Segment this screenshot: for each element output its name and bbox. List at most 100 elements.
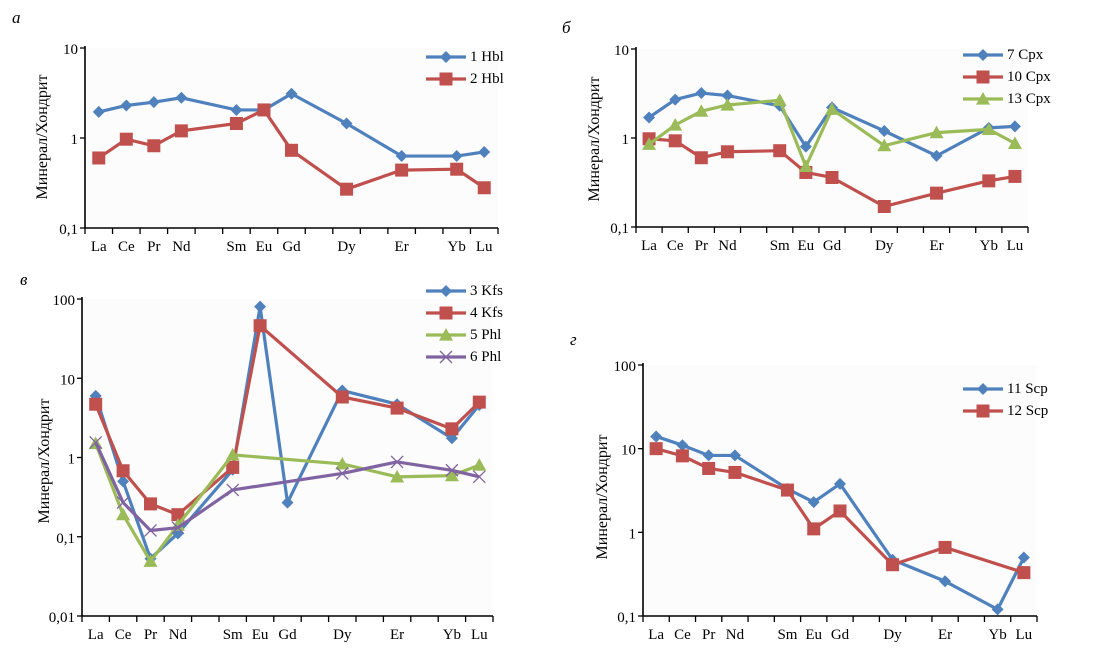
data-point: [257, 103, 271, 117]
data-point: [780, 483, 794, 497]
data-point: [982, 174, 996, 188]
x-tick-label: Dy: [875, 238, 894, 254]
x-tick-label: Nd: [169, 627, 188, 643]
data-point: [877, 199, 891, 213]
legend-label: 13 Cpx: [1007, 90, 1051, 107]
data-point: [225, 447, 240, 461]
y-tick-label: 100: [53, 293, 76, 309]
legend-marker-icon: [977, 383, 989, 395]
data-point: [171, 527, 184, 540]
data-point: [650, 430, 663, 443]
data-point: [825, 170, 839, 184]
data-point: [728, 465, 742, 479]
data-point: [799, 140, 812, 153]
x-tick-label: Gd: [282, 239, 301, 255]
legend-label: 5 Phl: [470, 326, 502, 343]
data-point: [472, 470, 486, 484]
legend-swatch-icon: [426, 350, 466, 364]
legend-label: 1 Hbl: [470, 48, 504, 65]
x-tick-label: La: [91, 239, 107, 255]
data-point: [340, 182, 354, 196]
x-tick-label: Gd: [831, 627, 850, 643]
data-point: [676, 439, 689, 452]
x-tick-label: Sm: [223, 627, 243, 643]
data-point: [229, 116, 243, 130]
x-tick-label: Er: [390, 627, 404, 643]
data-point: [450, 150, 463, 163]
legend: 3 Kfs 4 Kfs 5 Phl 6 Phl: [425, 280, 503, 368]
data-point: [285, 87, 298, 100]
data-point: [877, 138, 892, 152]
data-point: [886, 558, 900, 572]
x-tick-label: Ce: [118, 239, 135, 255]
data-point: [694, 104, 709, 117]
x-tick-label: Yb: [988, 627, 1006, 643]
data-point: [254, 300, 267, 313]
plot-area: [636, 49, 1028, 227]
legend-item: 10 Cpx: [962, 66, 1051, 88]
y-tick-label: 0,1: [617, 610, 636, 626]
y-tick-label: 10: [614, 43, 629, 59]
data-point: [702, 461, 716, 475]
series-4-kfs: [89, 319, 486, 522]
panel-a: а Минерал/Хондрит 0,1 1 10 La Ce Pr Nd Sm Eu Gd Dy…: [0, 0, 548, 270]
legend-marker-icon: [440, 51, 452, 63]
data-point: [335, 456, 350, 470]
data-point: [929, 125, 944, 139]
data-point: [1017, 551, 1030, 564]
data-point: [642, 137, 657, 150]
data-point: [147, 96, 160, 109]
data-point: [174, 124, 188, 138]
x-tick-label: Eu: [252, 627, 269, 643]
data-point: [116, 496, 130, 510]
legend-label: 10 Cpx: [1007, 68, 1051, 85]
x-tick-label: Yb: [443, 627, 461, 643]
data-point: [144, 524, 157, 537]
data-point: [253, 319, 267, 333]
x-tick-label: Pr: [144, 627, 157, 643]
x-tick-label: La: [88, 627, 104, 643]
data-point: [807, 522, 821, 536]
data-point: [116, 507, 131, 521]
data-point: [395, 150, 408, 163]
legend-label: 12 Scp: [1007, 402, 1049, 419]
plot-area: [643, 365, 1037, 616]
data-point: [230, 103, 243, 116]
data-point: [147, 139, 161, 153]
panel-d: г Минерал/Хондрит 0,1 1 10 100 La Ce Pr Nd Sm Eu G…: [550, 330, 1097, 669]
data-point: [445, 422, 459, 436]
data-point: [281, 496, 294, 509]
x-tick-label: Yb: [448, 239, 466, 255]
y-tick-label: 0,01: [49, 610, 75, 626]
legend-item: 3 Kfs: [425, 280, 503, 302]
data-point: [390, 455, 404, 469]
data-point: [930, 186, 944, 200]
x-tick-label: Nd: [172, 239, 191, 255]
data-point: [1008, 120, 1021, 133]
y-tick-label: 1: [622, 132, 630, 148]
x-tick-label: Nd: [718, 238, 737, 254]
data-point: [226, 483, 240, 497]
data-point: [773, 144, 787, 158]
panel-letter: в: [20, 270, 28, 289]
data-point: [720, 97, 735, 111]
legend-label: 11 Scp: [1007, 380, 1048, 397]
data-point: [772, 93, 787, 106]
data-point: [1007, 136, 1022, 149]
legend-swatch-icon: [963, 404, 1003, 418]
x-tick-label: Pr: [147, 239, 160, 255]
data-point: [649, 442, 663, 456]
data-point: [878, 124, 891, 137]
legend-swatch-icon: [963, 383, 1003, 395]
legend-swatch-icon: [963, 70, 1003, 84]
legend: 1 Hbl 2 Hbl: [425, 46, 504, 90]
data-point: [390, 401, 404, 415]
y-tick-label: 10: [60, 372, 75, 388]
legend-marker-icon: [439, 328, 453, 341]
data-point: [445, 463, 459, 477]
legend-label: 7 Cpx: [1007, 46, 1044, 63]
y-tick-label: 0,1: [59, 222, 78, 238]
x-tick-label: La: [648, 627, 664, 643]
data-point: [120, 99, 133, 112]
legend-item: 11 Scp: [962, 378, 1048, 400]
